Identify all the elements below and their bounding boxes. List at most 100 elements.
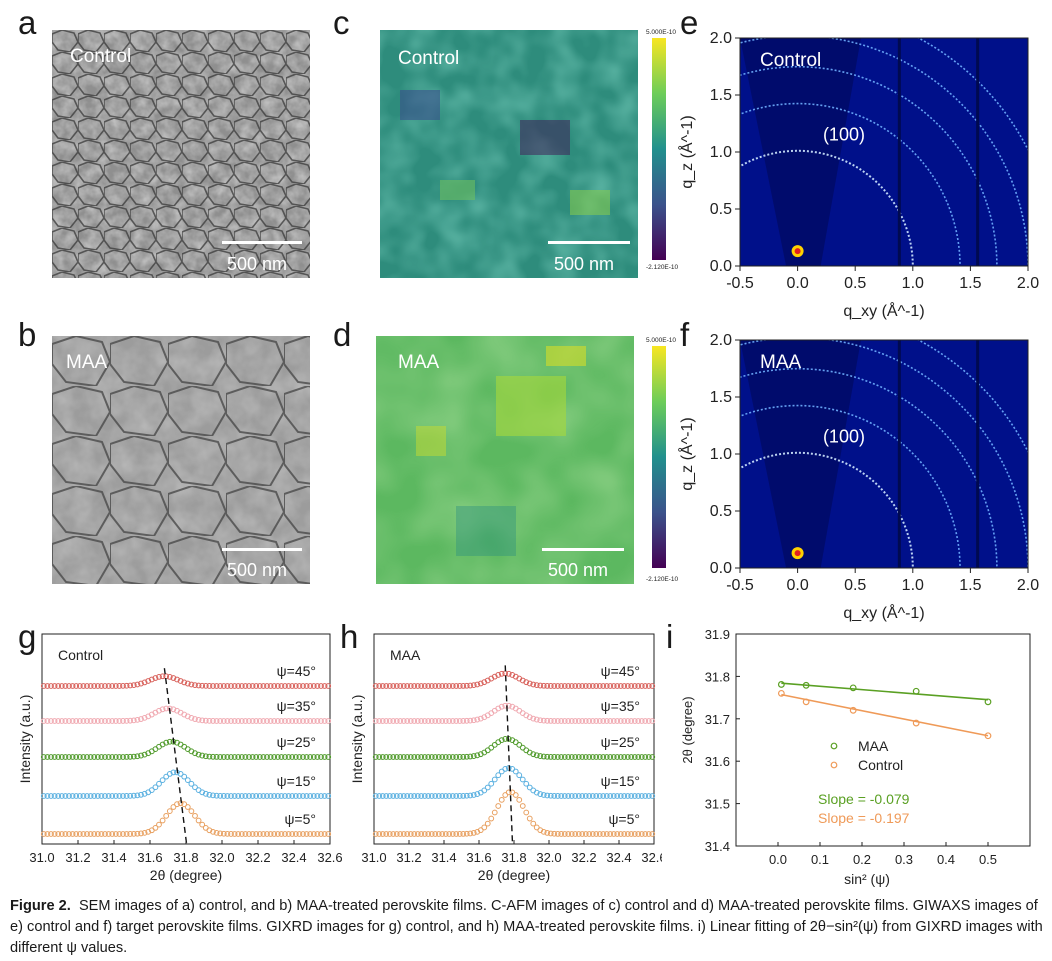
- data-point: [271, 793, 278, 799]
- data-point: [321, 683, 328, 689]
- data-point: [66, 683, 72, 689]
- data-point: [170, 706, 177, 713]
- x-tick-label: 32.4: [281, 850, 306, 865]
- data-point: [69, 831, 76, 837]
- data-point: [321, 831, 328, 837]
- data-point: [435, 754, 442, 760]
- data-point: [631, 793, 638, 799]
- data-point: [213, 683, 220, 689]
- data-point: [40, 754, 47, 760]
- data-point: [264, 718, 270, 724]
- data-point: [76, 683, 83, 689]
- data-point: [217, 830, 224, 837]
- data-point: [407, 718, 414, 724]
- data-point: [199, 717, 206, 724]
- data-point: [540, 717, 547, 724]
- data-point: [453, 831, 460, 837]
- data-point: [631, 683, 638, 689]
- data-point: [390, 718, 397, 724]
- data-point: [138, 791, 144, 798]
- data-point: [199, 752, 206, 759]
- data-point: [120, 718, 126, 724]
- data-point: [246, 831, 252, 837]
- data-point: [256, 754, 263, 760]
- scale-bar-label: 500 nm: [227, 560, 288, 580]
- data-point: [80, 683, 87, 689]
- data-point: [256, 831, 263, 837]
- data-point: [73, 754, 80, 760]
- panel-letter-h: h: [340, 618, 359, 655]
- data-point: [44, 831, 51, 837]
- data-point: [435, 831, 442, 837]
- data-point: [84, 793, 90, 799]
- data-point: [645, 683, 652, 689]
- data-point: [325, 718, 332, 724]
- data-point: [460, 753, 467, 760]
- data-point: [249, 831, 256, 837]
- data-point: [425, 718, 432, 724]
- sem-a-label: Control: [70, 46, 132, 67]
- data-point: [607, 793, 614, 799]
- data-point: [376, 683, 383, 689]
- data-point: [163, 705, 170, 712]
- data-point: [607, 831, 614, 837]
- data-point: [638, 683, 645, 689]
- data-point: [296, 754, 303, 760]
- giwaxs-chart-maa: -0.5 0.0 0.5 1.0 1.5 2.00.00.51.01.52.0q_xy (…: [677, 332, 1039, 622]
- data-point: [318, 831, 324, 837]
- data-point: [318, 683, 324, 689]
- x-tick-label: 31.2: [396, 850, 421, 865]
- data-point: [148, 787, 155, 794]
- data-point: [474, 791, 481, 797]
- data-point: [289, 718, 296, 724]
- data-point: [439, 793, 446, 799]
- x-axis-label: q_xy (Å^-1): [843, 603, 924, 622]
- peak-label: (100): [823, 427, 865, 447]
- cafm-c-label: Control: [398, 48, 460, 69]
- data-point: [379, 754, 386, 760]
- colorbar-max: 5.000E-10: [646, 337, 676, 344]
- data-point: [428, 683, 435, 689]
- series-label: ψ=5°: [608, 811, 640, 827]
- data-point: [498, 703, 505, 710]
- data-point: [544, 830, 551, 836]
- data-point: [127, 753, 134, 760]
- data-point: [314, 793, 321, 799]
- data-point: [264, 683, 270, 689]
- gixrd-series: [372, 670, 656, 689]
- data-point: [134, 753, 141, 760]
- data-point: [127, 717, 134, 724]
- diffraction-ring: [740, 102, 961, 266]
- sem-grain-texture: [52, 30, 310, 278]
- data-point: [554, 683, 561, 689]
- data-point: [264, 793, 270, 799]
- data-point: [526, 680, 533, 687]
- data-point: [120, 754, 126, 760]
- data-point: [607, 754, 614, 760]
- data-point: [372, 793, 379, 799]
- data-point: [568, 718, 575, 724]
- data-point: [84, 683, 90, 689]
- y-tick-label: 0.0: [710, 560, 732, 577]
- data-point: [418, 718, 425, 724]
- data-point: [94, 683, 101, 689]
- data-point: [220, 683, 227, 689]
- gixrd-series: [372, 736, 656, 760]
- data-point: [414, 754, 421, 760]
- data-point: [526, 714, 533, 721]
- data-point: [418, 831, 425, 837]
- data-point: [386, 718, 393, 724]
- data-point: [271, 754, 278, 760]
- data-point: [544, 682, 551, 689]
- data-point: [572, 683, 579, 689]
- data-point: [80, 793, 87, 799]
- data-point: [456, 718, 463, 724]
- data-point: [565, 718, 572, 724]
- data-point: [579, 683, 586, 689]
- data-point: [495, 672, 502, 678]
- data-point: [253, 683, 260, 689]
- data-point: [58, 793, 65, 799]
- data-point: [631, 754, 638, 760]
- data-point: [453, 754, 460, 760]
- data-point: [202, 790, 209, 797]
